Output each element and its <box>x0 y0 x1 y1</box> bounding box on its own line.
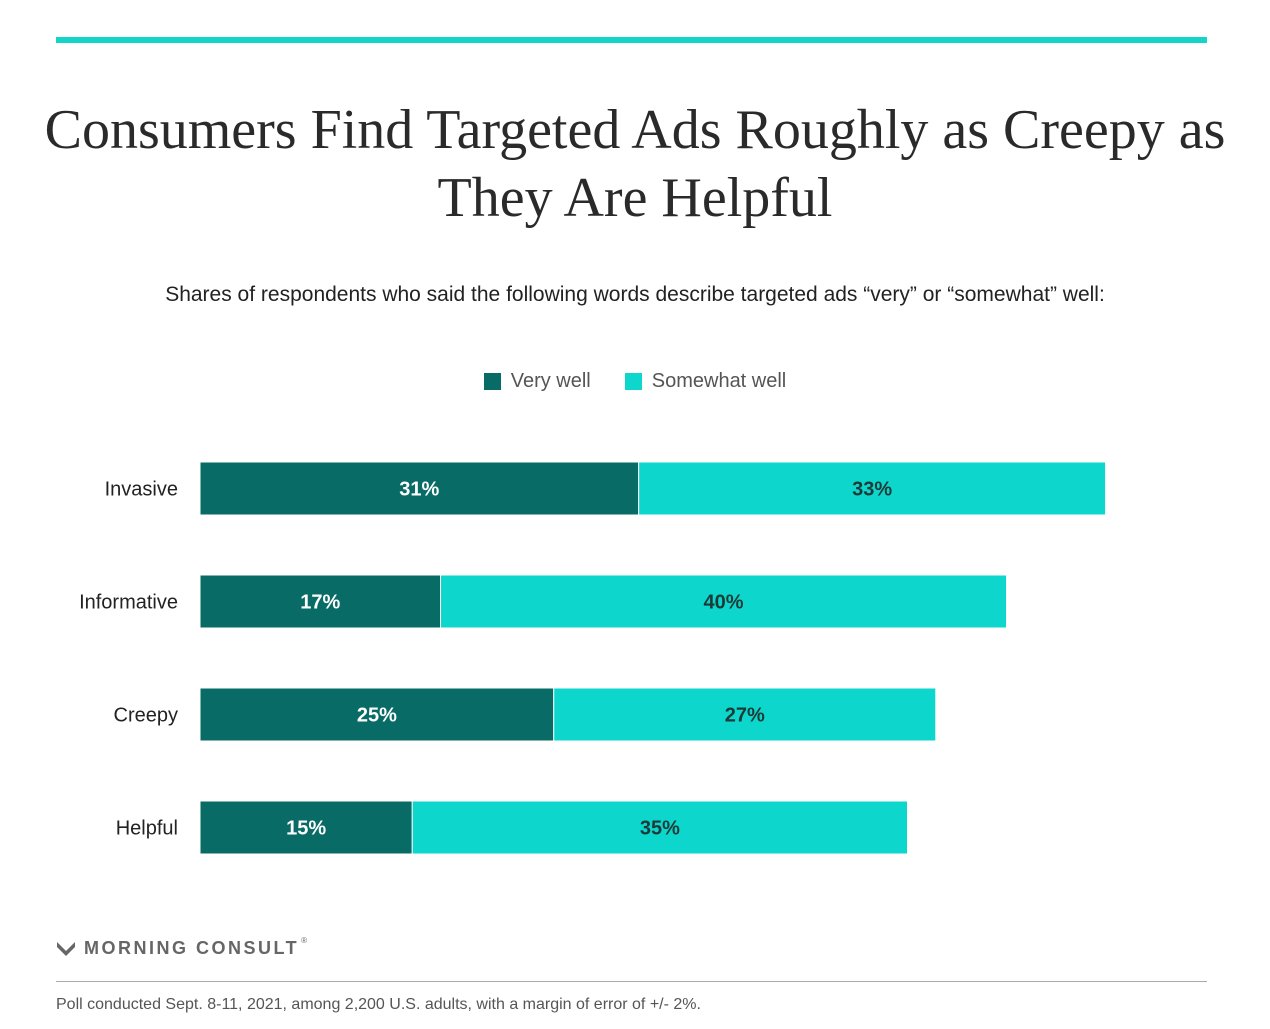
category-label-invasive: Invasive <box>105 479 178 501</box>
data-label-informative-very-well: 17% <box>300 592 340 614</box>
footnote: Poll conducted Sept. 8-11, 2021, among 2… <box>56 996 701 1013</box>
data-label-informative-somewhat-well: 40% <box>704 592 744 614</box>
bar-helpful-somewhat-well <box>411 800 908 855</box>
data-label-helpful-very-well: 15% <box>286 818 326 840</box>
data-label-creepy-very-well: 25% <box>357 705 397 727</box>
bar-creepy-somewhat-well <box>553 687 937 742</box>
legend-swatch-very-well <box>483 372 501 390</box>
chart-subtitle: Shares of respondents who said the follo… <box>165 283 1105 306</box>
data-label-invasive-very-well: 31% <box>399 479 439 501</box>
brand-name: MORNING CONSULT <box>84 938 300 958</box>
bar-creepy-very-well <box>199 687 555 742</box>
data-label-helpful-somewhat-well: 35% <box>640 818 680 840</box>
chart-title: Consumers Find Targeted Ads Roughly as C… <box>44 99 1226 229</box>
legend: Very well Somewhat well <box>0 367 1270 395</box>
bar-informative-somewhat-well <box>440 574 1008 629</box>
top-accent-rule <box>56 37 1207 43</box>
bar-invasive-somewhat-well <box>638 461 1107 516</box>
data-label-creepy-somewhat-well: 27% <box>725 705 765 727</box>
legend-item-somewhat-well: Somewhat well <box>624 369 787 393</box>
legend-label-very-well: Very well <box>510 369 591 392</box>
legend-item-very-well: Very well <box>483 369 591 393</box>
stacked-bar-chart: Invasive 31% 33% Informative 17% 40% Creepy 25%… <box>79 461 1107 855</box>
bar-invasive-very-well <box>199 461 640 516</box>
legend-swatch-somewhat-well <box>624 372 642 390</box>
category-label-helpful: Helpful <box>116 818 178 840</box>
category-label-informative: Informative <box>79 592 178 614</box>
morning-consult-logo-icon <box>57 941 75 956</box>
category-label-creepy: Creepy <box>114 705 178 727</box>
bar-informative-very-well <box>199 574 442 629</box>
brand: MORNING CONSULT ® <box>56 936 313 959</box>
data-label-invasive-somewhat-well: 33% <box>852 479 892 501</box>
footer-divider <box>56 981 1207 982</box>
brand-trademark: ® <box>301 936 308 945</box>
legend-label-somewhat-well: Somewhat well <box>651 369 787 392</box>
bar-helpful-very-well <box>199 800 413 855</box>
